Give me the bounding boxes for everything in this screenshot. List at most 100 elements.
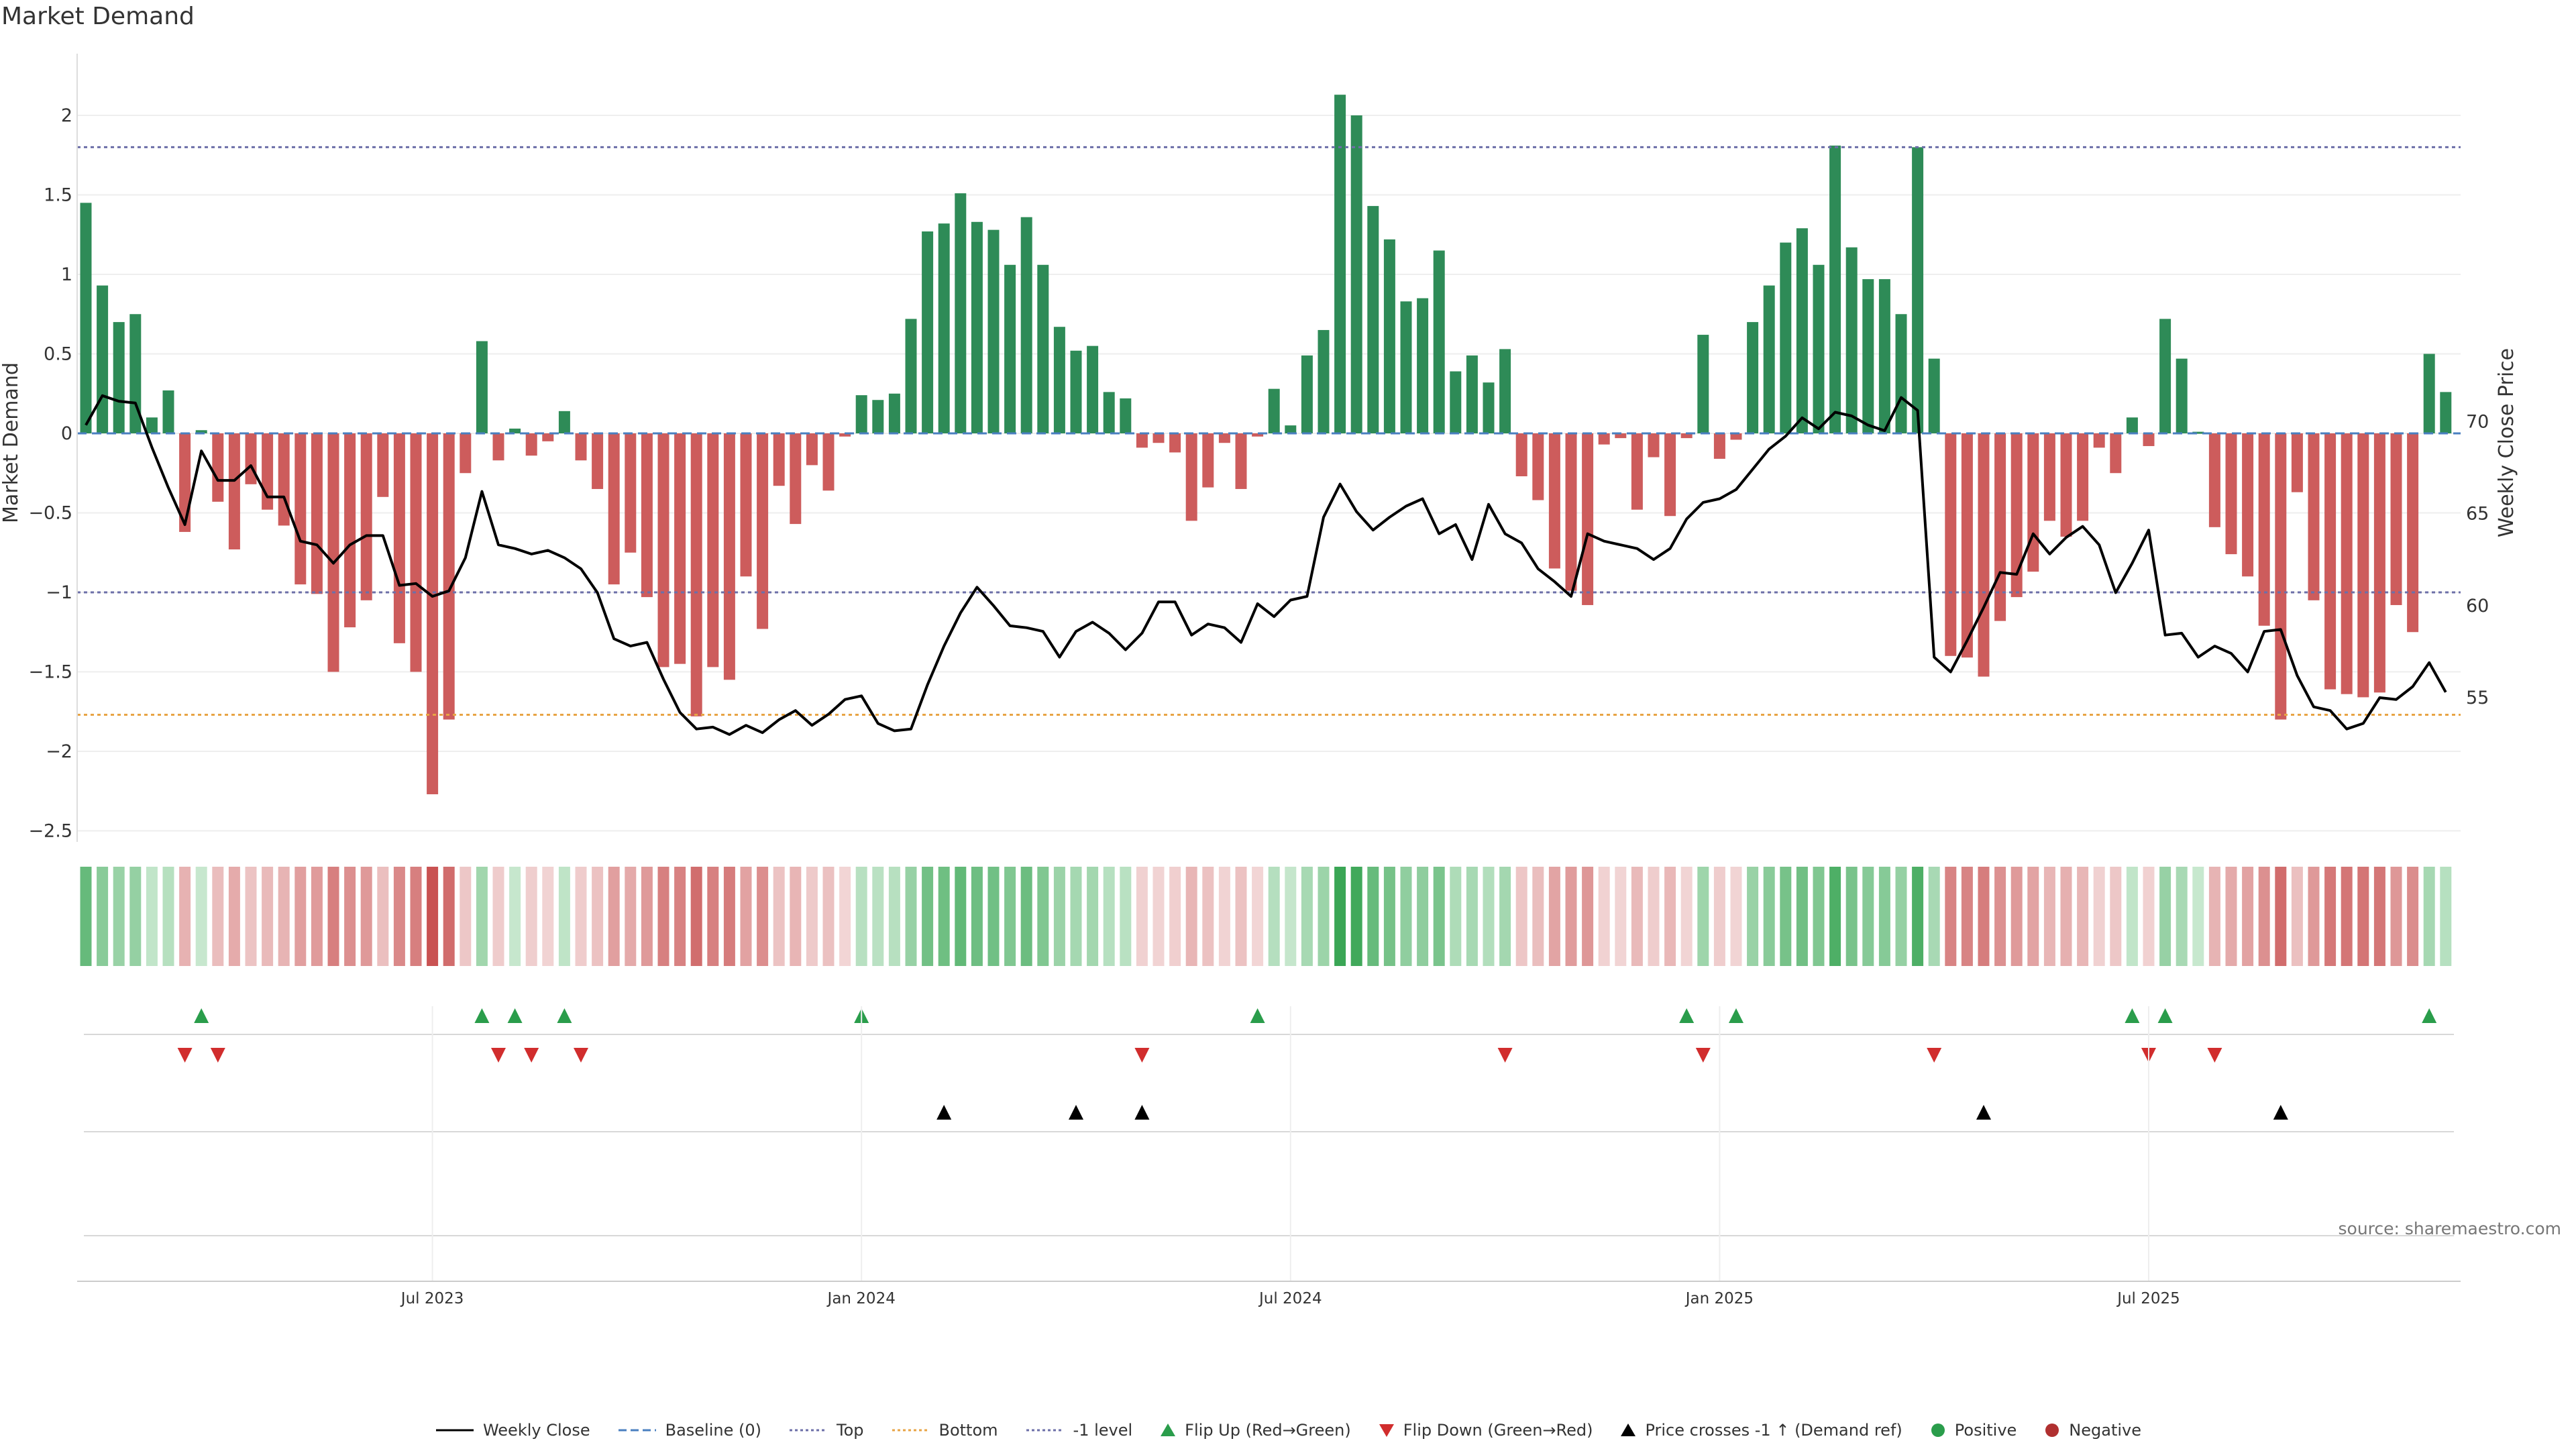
heat-cell bbox=[2341, 867, 2353, 966]
demand-bar bbox=[757, 433, 769, 629]
heat-cell bbox=[294, 867, 307, 966]
demand-bar bbox=[2060, 433, 2072, 537]
flip-down-marker bbox=[491, 1048, 506, 1063]
y-tick-label: 0 bbox=[61, 423, 72, 444]
demand-bar bbox=[1169, 433, 1181, 453]
demand-bar bbox=[1615, 433, 1627, 439]
legend-item: Negative bbox=[2043, 1421, 2141, 1440]
heat-cell bbox=[2176, 867, 2188, 966]
demand-bar bbox=[922, 231, 934, 433]
demand-bar bbox=[1664, 433, 1676, 517]
cross-up-marker bbox=[2273, 1105, 2288, 1120]
y-tick-label: −1.5 bbox=[28, 662, 72, 683]
demand-bar bbox=[1763, 285, 1775, 433]
heat-cell bbox=[1680, 867, 1693, 966]
heat-cell bbox=[1301, 867, 1313, 966]
heat-cell bbox=[625, 867, 637, 966]
triangle-down-icon bbox=[1379, 1424, 1394, 1437]
demand-bar bbox=[1466, 355, 1478, 433]
heat-cell bbox=[1565, 867, 1577, 966]
demand-bar bbox=[1515, 433, 1527, 476]
heat-cell bbox=[855, 867, 867, 966]
cross-up-marker bbox=[936, 1105, 952, 1120]
heat-cell bbox=[1037, 867, 1049, 966]
heat-cell bbox=[443, 867, 455, 966]
heat-cell bbox=[2440, 867, 2452, 966]
heat-cell bbox=[1994, 867, 2006, 966]
demand-bar bbox=[1845, 247, 1858, 433]
heat-cell bbox=[262, 867, 274, 966]
demand-bar bbox=[1367, 206, 1379, 433]
demand-bar bbox=[790, 433, 802, 525]
demand-bars bbox=[80, 95, 2452, 794]
demand-bar bbox=[1070, 350, 1082, 433]
demand-bar bbox=[1268, 388, 1280, 433]
heat-cell bbox=[460, 867, 472, 966]
heat-cell bbox=[1945, 867, 1957, 966]
demand-bar bbox=[360, 433, 372, 600]
heat-cell bbox=[1664, 867, 1676, 966]
heat-cell bbox=[2407, 867, 2419, 966]
y-tick-label: 2 bbox=[61, 105, 72, 126]
x-tick-label: Jul 2025 bbox=[2116, 1290, 2180, 1307]
cross-up-marker bbox=[1069, 1105, 1083, 1120]
demand-bar bbox=[393, 433, 405, 643]
y-tick-label: 1 bbox=[61, 264, 72, 285]
demand-bar bbox=[674, 433, 686, 664]
demand-bar bbox=[2357, 433, 2369, 698]
heat-cell bbox=[278, 867, 290, 966]
heat-cell bbox=[1169, 867, 1181, 966]
y2-tick-label: 70 bbox=[2466, 411, 2489, 432]
demand-bar bbox=[558, 411, 570, 433]
heat-cell bbox=[1450, 867, 1462, 966]
demand-bar bbox=[2341, 433, 2353, 694]
heat-cell bbox=[2208, 867, 2220, 966]
heat-cell bbox=[2242, 867, 2254, 966]
demand-bar bbox=[1120, 398, 1132, 433]
heat-cell bbox=[2258, 867, 2270, 966]
demand-heat-strip bbox=[80, 867, 2452, 966]
heat-cell bbox=[492, 867, 504, 966]
demand-bar bbox=[1400, 301, 1412, 433]
legend-label: Flip Up (Red→Green) bbox=[1185, 1421, 1351, 1440]
demand-bar bbox=[1433, 250, 1445, 433]
flip-down-marker bbox=[2207, 1048, 2222, 1063]
flip-down-marker bbox=[1927, 1048, 1942, 1063]
demand-bar bbox=[955, 193, 967, 433]
heat-cell bbox=[2275, 867, 2287, 966]
heat-cell bbox=[2308, 867, 2320, 966]
heat-cell bbox=[1615, 867, 1627, 966]
demand-bar bbox=[2242, 433, 2254, 577]
heat-cell bbox=[1845, 867, 1858, 966]
heat-cell bbox=[179, 867, 191, 966]
date-axis: Jul 2023 Jan 2024 Jul 2024 Jan 2025 Jul 2025 bbox=[77, 1006, 2461, 1307]
demand-bar bbox=[2143, 433, 2155, 446]
heat-cell bbox=[1185, 867, 1197, 966]
y2-axis-label: Weekly Close Price bbox=[2495, 348, 2518, 537]
heat-cell bbox=[1152, 867, 1165, 966]
flip-up-marker bbox=[2157, 1008, 2173, 1023]
demand-bar bbox=[1829, 146, 1841, 433]
demand-bar bbox=[2126, 417, 2138, 433]
demand-bar bbox=[228, 433, 240, 550]
y-tick-label: 1.5 bbox=[44, 185, 72, 206]
heat-cell bbox=[1813, 867, 1825, 966]
axis-layer: 2 1.5 1 0.5 0 −0.5 −1 −1.5 −2 −2.5 70 65 60 55 Market … bbox=[0, 54, 2518, 842]
demand-bar bbox=[1136, 433, 1148, 448]
demand-bar bbox=[1483, 382, 1495, 433]
demand-bar bbox=[2291, 433, 2303, 492]
demand-bar bbox=[1334, 95, 1346, 433]
heat-cell bbox=[1631, 867, 1643, 966]
demand-bar bbox=[2010, 433, 2023, 598]
demand-bar bbox=[162, 390, 174, 433]
demand-bar bbox=[1565, 433, 1577, 591]
triangle-up-icon bbox=[1161, 1424, 1176, 1436]
demand-bar bbox=[509, 428, 521, 433]
legend-label: Weekly Close bbox=[482, 1421, 590, 1440]
heat-cell bbox=[1433, 867, 1445, 966]
demand-bar bbox=[427, 433, 439, 794]
flip-down-marker bbox=[1134, 1048, 1150, 1063]
demand-bar bbox=[806, 433, 818, 466]
demand-bar bbox=[1185, 433, 1197, 521]
heat-cell bbox=[1582, 867, 1594, 966]
